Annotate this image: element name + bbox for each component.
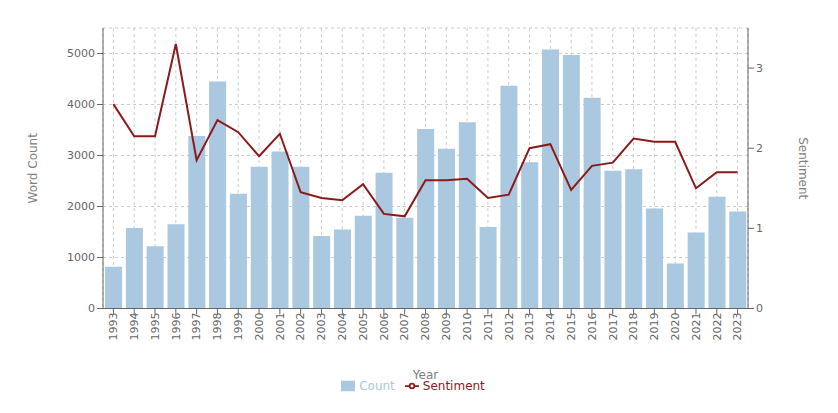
html-text:Count: Count (359, 378, 395, 393)
svg-text:Sentiment: Sentiment (796, 137, 810, 199)
html-text:Sentiment: Sentiment (422, 378, 485, 393)
svg-text:2004: 2004 (336, 313, 349, 341)
svg-text:2021: 2021 (690, 313, 703, 341)
svg-text:2015: 2015 (565, 313, 578, 341)
svg-text:2019: 2019 (648, 313, 661, 341)
svg-text:2023: 2023 (731, 313, 744, 341)
svg-text:2018: 2018 (627, 313, 640, 341)
svg-text:2003: 2003 (315, 313, 328, 341)
svg-text:1993: 1993 (107, 313, 120, 341)
svg-text:0: 0 (88, 302, 95, 315)
svg-text:1997: 1997 (190, 313, 203, 341)
svg-text:1: 1 (756, 222, 763, 235)
svg-text:2008: 2008 (419, 313, 432, 341)
svg-text:1994: 1994 (128, 313, 141, 341)
svg-text:3000: 3000 (67, 149, 95, 162)
svg-text:2002: 2002 (294, 313, 307, 341)
svg-text:2017: 2017 (607, 313, 620, 341)
svg-text:2007: 2007 (399, 313, 412, 341)
svg-text:3: 3 (756, 62, 763, 75)
svg-text:2006: 2006 (378, 313, 391, 341)
svg-text:5000: 5000 (67, 47, 95, 60)
svg-text:2012: 2012 (503, 313, 516, 341)
svg-text:2013: 2013 (523, 313, 536, 341)
svg-text:1996: 1996 (170, 313, 183, 341)
svg-text:2005: 2005 (357, 313, 370, 341)
svg-text:2016: 2016 (586, 313, 599, 341)
svg-text:2001: 2001 (274, 313, 287, 341)
svg-text:1998: 1998 (211, 313, 224, 341)
svg-text:1995: 1995 (149, 313, 162, 341)
svg-text:2: 2 (756, 142, 763, 155)
svg-text:2010: 2010 (461, 313, 474, 341)
svg-text:2000: 2000 (253, 313, 266, 341)
svg-text:4000: 4000 (67, 98, 95, 111)
svg-text:2011: 2011 (482, 313, 495, 341)
svg-text:1000: 1000 (67, 251, 95, 264)
svg-text:2014: 2014 (544, 313, 557, 341)
svg-text:2020: 2020 (669, 313, 682, 341)
svg-text:Year: Year (412, 368, 438, 382)
svg-text:2000: 2000 (67, 200, 95, 213)
svg-text:Word Count: Word Count (26, 133, 40, 204)
svg-text:2022: 2022 (711, 313, 724, 341)
svg-text:0: 0 (756, 302, 763, 315)
svg-text:1999: 1999 (232, 313, 245, 341)
svg-text:2009: 2009 (440, 313, 453, 341)
